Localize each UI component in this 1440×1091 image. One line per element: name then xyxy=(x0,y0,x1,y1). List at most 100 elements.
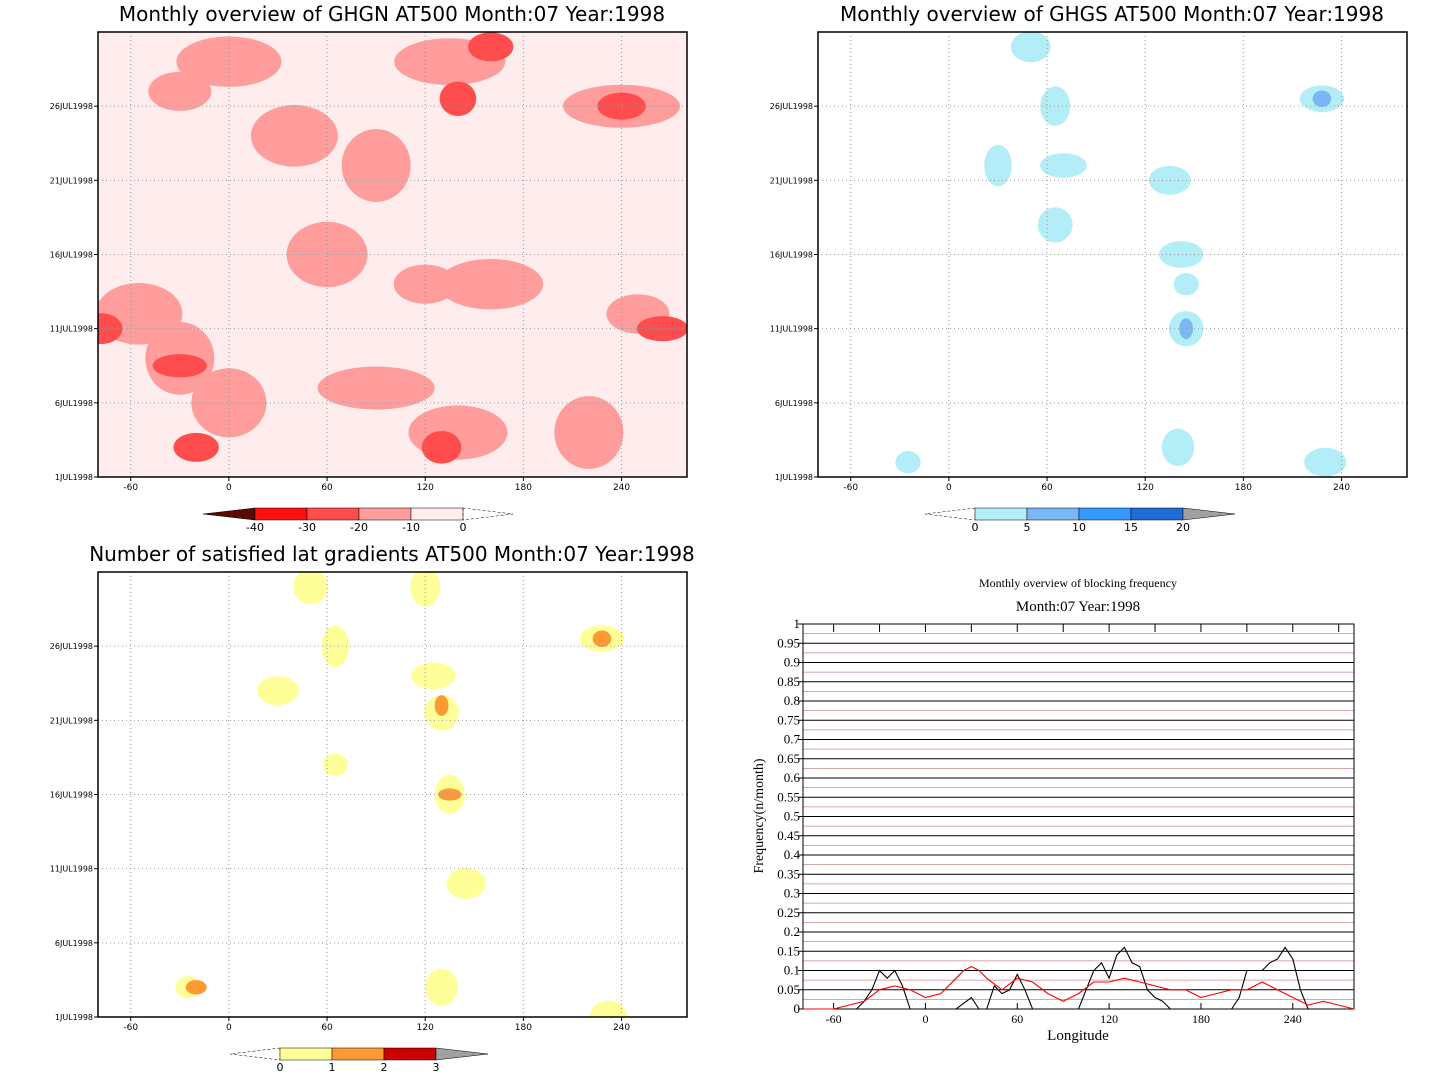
y-tick-label: 0.4 xyxy=(784,847,801,862)
contour-blob xyxy=(597,92,646,120)
colorbar-label: 15 xyxy=(1124,521,1138,534)
y-tick-label: 16JUL1998 xyxy=(770,251,813,260)
contour-blob xyxy=(256,676,299,706)
colorbar-label: 20 xyxy=(1176,521,1190,534)
y-tick-label: 0.65 xyxy=(777,751,800,766)
colorbar-arrow-left xyxy=(924,507,976,521)
y-tick-label: 1JUL1998 xyxy=(775,473,813,482)
y-tick-label: 0.35 xyxy=(777,866,800,881)
y-tick-label: 26JUL1998 xyxy=(770,102,813,111)
colorbar-arrow-right xyxy=(462,507,514,521)
blocking-subtitle: Month:07 Year:1998 xyxy=(1016,599,1140,615)
colorbar-segment xyxy=(974,507,1028,521)
colorbar-label: 3 xyxy=(433,1061,440,1074)
colorbar-segment xyxy=(254,507,308,521)
colorbar-label: 5 xyxy=(1024,521,1031,534)
x-tick-label: 120 xyxy=(1137,483,1154,493)
y-tick-label: 0.85 xyxy=(777,674,800,689)
colorbar-label: -30 xyxy=(298,521,316,534)
contour-blob xyxy=(1173,272,1199,296)
x-tick-label: 0 xyxy=(226,483,232,493)
x-tick-label: 0 xyxy=(226,1023,232,1033)
x-tick-label: 240 xyxy=(1333,483,1350,493)
x-tick-label: 240 xyxy=(613,1023,630,1033)
contour-fills xyxy=(98,32,687,469)
contour-blob xyxy=(321,625,350,667)
ghgn-panel: Monthly overview of GHGN AT500 Month:07 … xyxy=(50,2,688,534)
x-tick-label: 60 xyxy=(1011,1012,1023,1026)
x-tick-label: 120 xyxy=(417,483,434,493)
contour-blob xyxy=(1148,165,1191,195)
y-tick-label: 0.3 xyxy=(784,886,800,901)
colorbar-label: 1 xyxy=(329,1061,336,1074)
x-tick-label: 180 xyxy=(515,1023,532,1033)
y-tick-label: 0.1 xyxy=(784,963,800,978)
contour-blob xyxy=(554,396,624,469)
contour-blob xyxy=(191,368,267,438)
contour-blob xyxy=(322,753,348,777)
y-tick-label: 0.9 xyxy=(784,655,800,670)
y-tick-label: 21JUL1998 xyxy=(50,716,93,725)
y-tick-label: 21JUL1998 xyxy=(50,176,93,185)
contour-blob xyxy=(592,630,612,648)
y-tick-label: 21JUL1998 xyxy=(770,176,813,185)
contour-blob xyxy=(250,105,338,167)
y-tick-label: 0.95 xyxy=(777,635,800,650)
colorbar-segment xyxy=(383,1047,437,1061)
colorbar: 0 5 10 15 20 xyxy=(924,507,1236,534)
contour-blob xyxy=(1037,207,1073,243)
x-tick-label: 60 xyxy=(1041,483,1053,493)
blocking-ylabel: Frequency(n/month) xyxy=(752,758,767,873)
x-tick-label: 180 xyxy=(515,483,532,493)
contour-blob xyxy=(148,71,212,111)
y-tick-label: 11JUL1998 xyxy=(50,325,93,334)
colorbar-arrow-right xyxy=(435,1047,489,1061)
colorbar-label: 0 xyxy=(972,521,979,534)
x-tick-label: 60 xyxy=(321,1023,333,1033)
contour-blob xyxy=(421,431,462,464)
contour-blob xyxy=(185,980,207,995)
y-tick-label: 0.75 xyxy=(777,712,800,727)
colorbar-label: 0 xyxy=(277,1061,284,1074)
series-line-black xyxy=(803,946,1354,1010)
y-tick-label: 6JUL1998 xyxy=(775,399,813,408)
x-tick-label: 180 xyxy=(1235,483,1252,493)
y-tick-label: 1JUL1998 xyxy=(55,1013,93,1022)
contour-blob xyxy=(176,36,282,87)
x-tick-label: 120 xyxy=(417,1023,434,1033)
y-tick-label: 6JUL1998 xyxy=(55,939,93,948)
contour-fills xyxy=(895,32,1347,477)
colorbar-label: 10 xyxy=(1072,521,1086,534)
colorbar-segment xyxy=(279,1047,333,1061)
contour-blob xyxy=(467,32,514,62)
y-tick-label: 26JUL1998 xyxy=(50,102,93,111)
x-tick-label: 240 xyxy=(613,483,630,493)
x-tick-label: -60 xyxy=(123,483,138,493)
colorbar-segment xyxy=(331,1047,385,1061)
contour-blob xyxy=(152,354,207,378)
contour-blob xyxy=(411,662,456,690)
colorbar-segment xyxy=(306,507,360,521)
contour-blob xyxy=(410,572,441,607)
contour-blob xyxy=(1159,241,1204,268)
contour-blob xyxy=(895,450,921,474)
contour-blob xyxy=(438,258,544,310)
y-tick-label: 26JUL1998 xyxy=(50,642,93,651)
colorbar-label: -20 xyxy=(350,521,368,534)
contour-blob xyxy=(636,316,687,342)
contour-fills xyxy=(175,572,628,1017)
blocking-xlabel: Longitude xyxy=(1047,1028,1109,1044)
y-tick-label: 16JUL1998 xyxy=(50,791,93,800)
series-line-red xyxy=(803,965,1355,1010)
contour-blob xyxy=(341,129,411,202)
ghgn-title: Monthly overview of GHGN AT500 Month:07 … xyxy=(119,2,665,26)
x-tick-label: 0 xyxy=(946,483,952,493)
y-tick-label: 0.45 xyxy=(777,828,800,843)
y-tick-label: 0.6 xyxy=(784,770,801,785)
y-tick-label: 0.25 xyxy=(777,905,800,920)
blocking-title: Monthly overview of blocking frequency xyxy=(979,576,1177,590)
y-tick-label: 0.55 xyxy=(777,789,800,804)
contour-blob xyxy=(1304,447,1347,477)
x-tick-label: -60 xyxy=(843,483,858,493)
